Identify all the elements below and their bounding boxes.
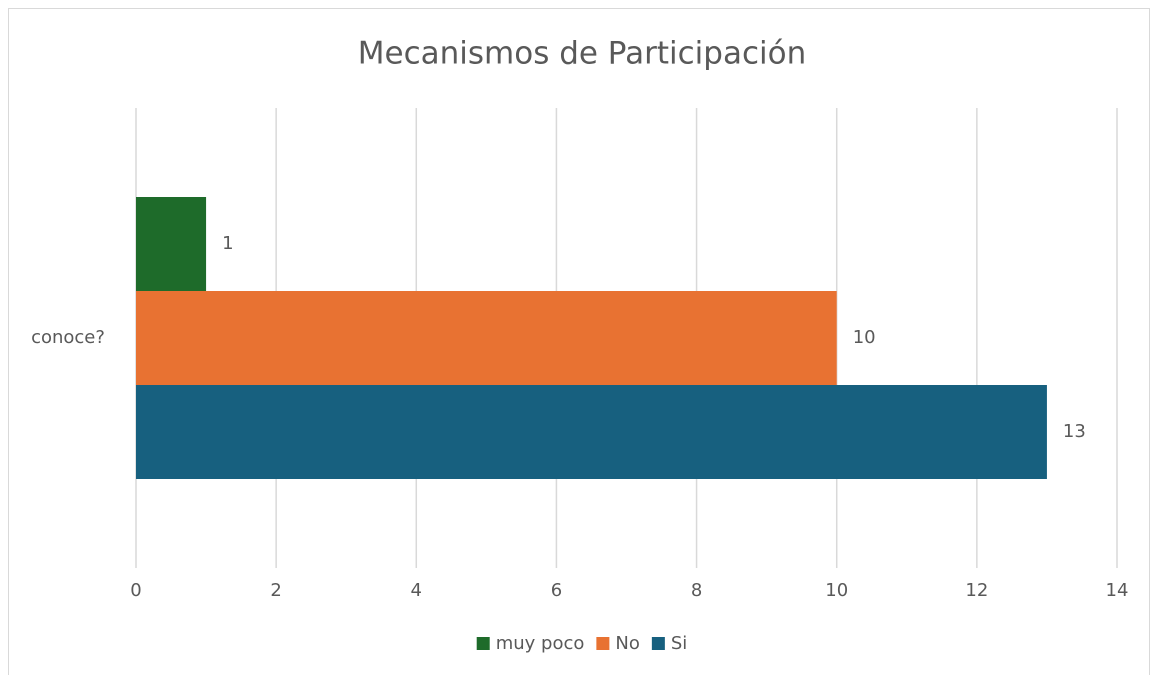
- legend-swatch: [651, 637, 665, 650]
- x-tick-label: 6: [551, 580, 562, 601]
- x-tick-label: 8: [691, 580, 702, 601]
- bar: [136, 291, 837, 385]
- bar: [136, 385, 1047, 479]
- chart-title: Mecanismos de Participación: [358, 36, 806, 72]
- x-tick-label: 10: [825, 580, 848, 601]
- legend-label: No: [615, 633, 639, 654]
- bar: [136, 197, 207, 291]
- data-label: 1: [222, 233, 233, 254]
- legend-swatch: [596, 637, 610, 650]
- x-tick-label: 2: [270, 580, 281, 601]
- x-tick-label: 12: [965, 580, 988, 601]
- x-tick-label: 0: [130, 580, 141, 601]
- legend-label: Si: [671, 633, 687, 654]
- legend-label: muy poco: [496, 633, 585, 654]
- x-tick-label: 14: [1106, 580, 1129, 601]
- y-tick-label: conoce?: [31, 327, 105, 348]
- legend-swatch: [476, 637, 490, 650]
- x-tick-label: 4: [411, 580, 422, 601]
- data-label: 10: [853, 327, 876, 348]
- data-label: 13: [1063, 421, 1086, 442]
